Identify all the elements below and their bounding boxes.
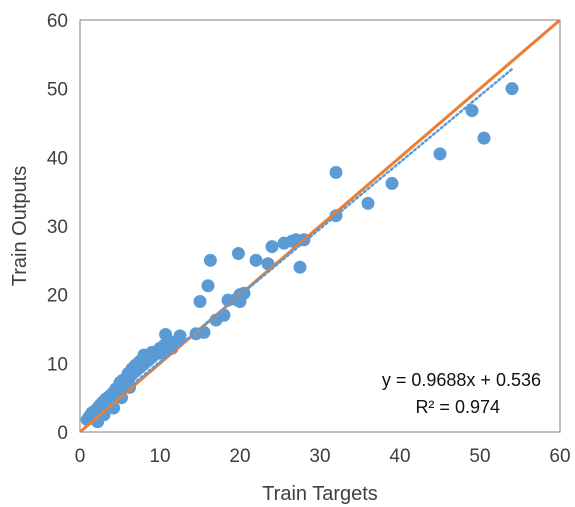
data-point <box>201 279 215 293</box>
data-point <box>433 147 447 161</box>
data-point <box>193 295 207 309</box>
x-tick-label: 60 <box>549 446 570 467</box>
y-tick-label: 40 <box>47 148 68 169</box>
y-tick-label: 0 <box>57 423 68 444</box>
x-tick-label: 40 <box>389 446 410 467</box>
identity-line <box>79 18 561 434</box>
data-point <box>505 82 519 96</box>
y-tick-label: 30 <box>47 217 68 238</box>
plot-frame <box>79 19 561 433</box>
y-tick-label: 10 <box>47 354 68 375</box>
data-point <box>477 131 491 145</box>
y-axis-ticks: 0 10 20 30 40 50 60 <box>47 11 68 444</box>
y-axis-title: Train Outputs <box>9 166 31 286</box>
y-tick-label: 20 <box>47 286 68 307</box>
data-point <box>329 165 343 179</box>
x-tick-label: 0 <box>75 446 86 467</box>
data-point <box>165 337 179 351</box>
data-point <box>131 358 145 372</box>
lines-group <box>79 18 561 434</box>
data-point <box>249 253 263 267</box>
trendline-equation: y = 0.9688x + 0.536 <box>382 370 541 390</box>
trendline <box>85 67 514 424</box>
x-tick-label: 10 <box>149 446 170 467</box>
plot-area <box>79 19 561 433</box>
x-tick-label: 30 <box>309 446 330 467</box>
y-tick-label: 60 <box>47 11 68 32</box>
data-point <box>361 196 375 210</box>
x-tick-label: 50 <box>469 446 490 467</box>
data-point <box>265 240 279 254</box>
r-squared-label: R² = 0.974 <box>415 397 500 417</box>
data-point <box>293 260 307 274</box>
x-tick-label: 20 <box>229 446 250 467</box>
data-point <box>137 348 151 362</box>
data-point <box>385 176 399 190</box>
data-point <box>173 329 187 343</box>
x-axis-title: Train Targets <box>262 483 378 505</box>
data-point <box>231 246 245 260</box>
data-point <box>465 104 479 118</box>
data-point <box>203 253 217 267</box>
x-axis-ticks: 0 10 20 30 40 50 60 <box>75 446 571 467</box>
y-tick-label: 50 <box>47 80 68 101</box>
